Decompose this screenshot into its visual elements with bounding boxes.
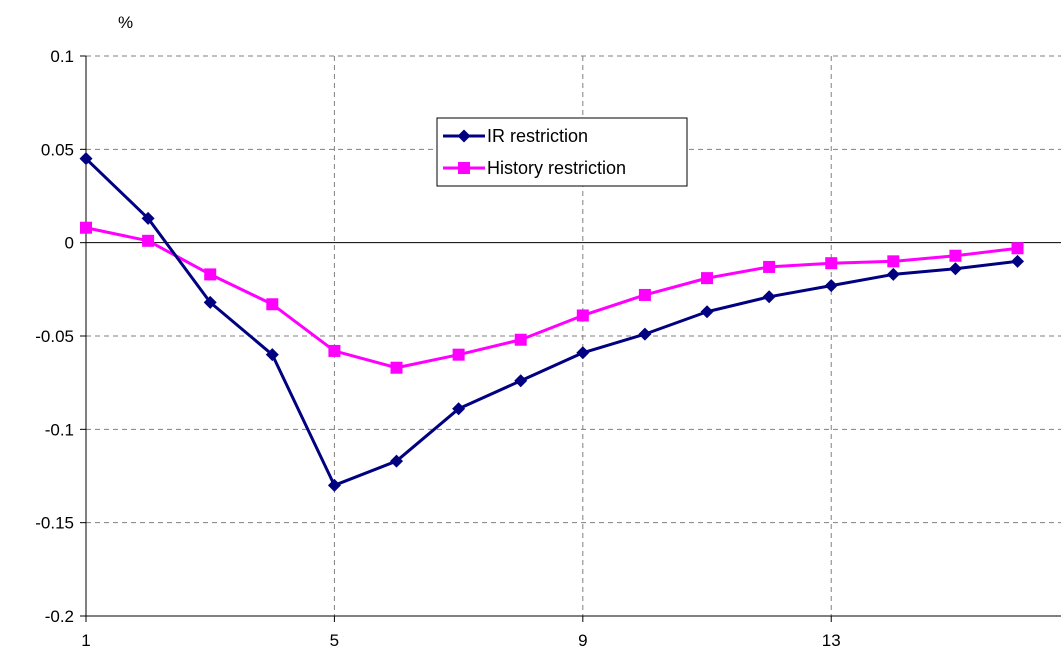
data-point <box>576 309 589 322</box>
legend-label: History restriction <box>487 158 626 178</box>
data-point <box>390 454 404 468</box>
legend: IR restriction History restriction <box>436 117 688 187</box>
y-tick-label: -0.2 <box>45 607 74 626</box>
data-point <box>825 257 838 270</box>
data-point <box>763 260 776 273</box>
x-tick-label: 5 <box>330 631 339 650</box>
data-point <box>638 327 652 341</box>
data-point <box>142 234 155 247</box>
series-ir-restriction <box>79 152 1025 492</box>
legend-box <box>436 117 688 187</box>
data-point <box>886 267 900 281</box>
series-group <box>79 152 1025 492</box>
data-point <box>514 374 528 388</box>
data-point <box>638 288 651 301</box>
y-axis-label: % <box>118 13 133 32</box>
series-history-restriction <box>80 221 1024 374</box>
data-point <box>576 346 590 360</box>
series-line <box>85 226 1018 370</box>
y-tick-label: 0 <box>65 234 74 253</box>
legend-swatch-marker <box>458 162 470 174</box>
y-tick-label: 0.05 <box>41 140 74 159</box>
x-tick-label: 13 <box>822 631 841 650</box>
data-point <box>79 152 93 166</box>
data-point <box>266 298 279 311</box>
data-point <box>141 211 155 225</box>
data-point <box>762 290 776 304</box>
data-point <box>452 402 466 416</box>
legend-label: IR restriction <box>487 126 588 146</box>
data-point <box>949 249 962 262</box>
data-point <box>80 221 92 234</box>
data-point <box>390 361 403 374</box>
data-point <box>204 268 217 281</box>
x-tick-label: 9 <box>578 631 587 650</box>
y-tick-label: -0.1 <box>45 420 74 439</box>
data-point <box>203 295 217 309</box>
data-point <box>700 305 714 319</box>
data-point <box>265 348 279 362</box>
data-point <box>1011 254 1025 268</box>
data-point <box>514 333 527 346</box>
y-tick-label: -0.05 <box>35 327 74 346</box>
data-point <box>1011 242 1024 255</box>
tick-labels: 0.1 0.05 0 -0.05 -0.1 -0.15 -0.2 1 5 9 13 <box>35 47 840 650</box>
series-line <box>84 157 1018 487</box>
y-tick-label: -0.15 <box>35 514 74 533</box>
data-point <box>887 255 900 268</box>
data-point <box>948 262 962 276</box>
data-point <box>452 348 465 361</box>
x-tick-label: 1 <box>81 631 90 650</box>
data-point <box>824 279 838 293</box>
data-point <box>328 344 341 357</box>
y-tick-label: 0.1 <box>50 47 74 66</box>
data-point <box>701 272 714 285</box>
legend-swatch-marker <box>457 129 471 143</box>
axes <box>80 55 1061 622</box>
data-point <box>327 478 341 492</box>
